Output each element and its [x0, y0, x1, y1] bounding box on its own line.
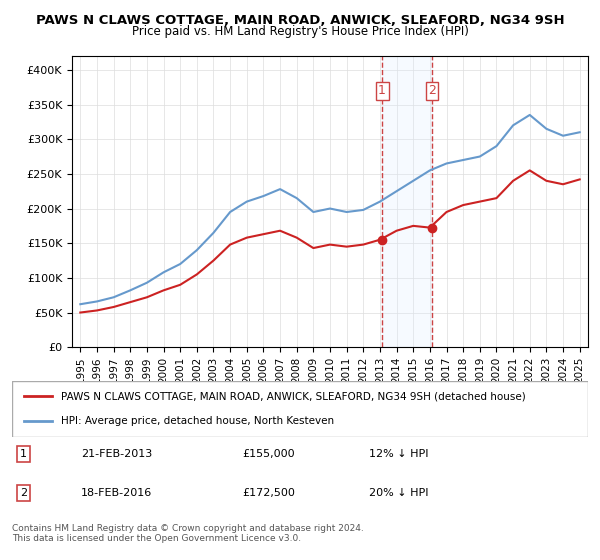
Text: HPI: Average price, detached house, North Kesteven: HPI: Average price, detached house, Nort…	[61, 416, 334, 426]
Text: 2: 2	[428, 85, 436, 97]
Text: PAWS N CLAWS COTTAGE, MAIN ROAD, ANWICK, SLEAFORD, NG34 9SH: PAWS N CLAWS COTTAGE, MAIN ROAD, ANWICK,…	[35, 14, 565, 27]
Text: 12% ↓ HPI: 12% ↓ HPI	[369, 449, 428, 459]
Text: 1: 1	[378, 85, 386, 97]
Text: 21-FEB-2013: 21-FEB-2013	[81, 449, 152, 459]
Text: 18-FEB-2016: 18-FEB-2016	[81, 488, 152, 498]
Text: £172,500: £172,500	[242, 488, 295, 498]
Text: 1: 1	[20, 449, 27, 459]
Text: Contains HM Land Registry data © Crown copyright and database right 2024.
This d: Contains HM Land Registry data © Crown c…	[12, 524, 364, 543]
Bar	[382, 56, 432, 347]
Text: Price paid vs. HM Land Registry's House Price Index (HPI): Price paid vs. HM Land Registry's House …	[131, 25, 469, 38]
FancyBboxPatch shape	[12, 381, 588, 437]
Text: PAWS N CLAWS COTTAGE, MAIN ROAD, ANWICK, SLEAFORD, NG34 9SH (detached house): PAWS N CLAWS COTTAGE, MAIN ROAD, ANWICK,…	[61, 391, 526, 402]
Text: £155,000: £155,000	[242, 449, 295, 459]
Text: 20% ↓ HPI: 20% ↓ HPI	[369, 488, 428, 498]
Text: 2: 2	[20, 488, 27, 498]
